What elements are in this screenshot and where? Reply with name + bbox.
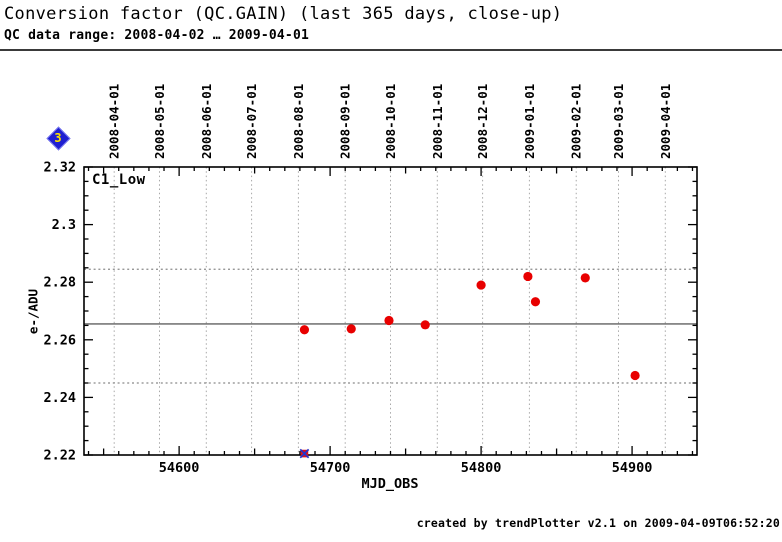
qc-data-range: QC data range: 2008-04-02 … 2009-04-01 xyxy=(4,28,310,43)
top-axis-date-label: 2008-08-01 xyxy=(291,84,306,159)
y-tick-label: 2.32 xyxy=(43,160,76,176)
top-axis-date-label: 2008-07-01 xyxy=(244,84,259,159)
top-axis-date-label: 2009-03-01 xyxy=(611,84,626,159)
y-tick-label: 2.26 xyxy=(43,332,76,348)
top-axis-date-label: 2009-02-01 xyxy=(569,84,584,159)
top-axis-date-label: 2008-12-01 xyxy=(475,84,490,159)
data-point xyxy=(530,297,541,307)
data-point xyxy=(630,370,640,381)
data-point xyxy=(384,315,394,326)
top-axis-date-label: 2008-09-01 xyxy=(338,84,353,159)
y-tick-label: 2.24 xyxy=(43,390,76,406)
x-tick-label: 54600 xyxy=(159,460,200,476)
flagged-point-cross xyxy=(299,448,310,459)
credit-line: created by trendPlotter v2.1 on 2009-04-… xyxy=(416,516,780,530)
page-title: Conversion factor (QC.GAIN) (last 365 da… xyxy=(4,4,563,24)
y-tick-label: 2.3 xyxy=(52,217,76,233)
top-axis-date-label: 2008-10-01 xyxy=(383,84,398,159)
data-point xyxy=(420,320,430,330)
data-point xyxy=(580,273,590,283)
top-axis-date-label: 2009-04-01 xyxy=(658,84,673,159)
top-axis-date-label: 2008-04-01 xyxy=(107,84,122,159)
x-axis-title: MJD_OBS xyxy=(361,476,419,492)
x-tick-label: 54700 xyxy=(310,460,351,476)
data-point xyxy=(476,280,486,290)
top-axis-date-label: 2008-05-01 xyxy=(152,84,167,159)
series-label: C1_Low xyxy=(92,172,146,188)
top-axis-date-label: 2008-06-01 xyxy=(199,84,214,159)
x-tick-label: 54900 xyxy=(612,460,653,476)
diamond-icon-label: 3 xyxy=(54,131,62,145)
data-point xyxy=(346,324,356,334)
plot-index-link[interactable]: 3 xyxy=(46,126,71,151)
data-point xyxy=(523,271,533,282)
data-point xyxy=(299,325,310,335)
header-divider xyxy=(0,49,782,51)
y-tick-label: 2.28 xyxy=(43,275,76,291)
x-tick-label: 54800 xyxy=(461,460,502,476)
top-axis-date-label: 2008-11-01 xyxy=(430,84,445,159)
y-axis-title: e-/ADU xyxy=(25,288,41,335)
top-axis-date-label: 2009-01-01 xyxy=(522,84,537,159)
y-tick-label: 2.22 xyxy=(43,448,76,464)
